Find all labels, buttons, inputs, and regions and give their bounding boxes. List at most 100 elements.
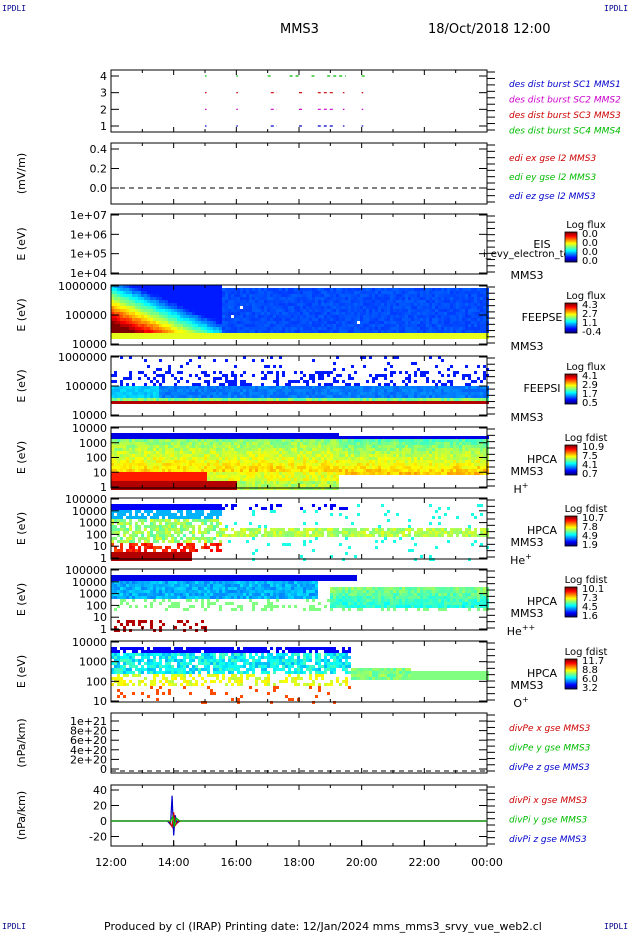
spectro-cell bbox=[315, 457, 318, 460]
spectro-cell bbox=[156, 389, 159, 392]
spectro-cell bbox=[162, 469, 165, 472]
spectro-cell bbox=[474, 395, 477, 398]
y-tick-label: 1e+07 bbox=[70, 209, 107, 222]
spectro-cell bbox=[297, 380, 300, 383]
spectro-cell bbox=[204, 392, 207, 395]
spectro-cell bbox=[234, 463, 237, 466]
spectro-cell bbox=[153, 294, 156, 297]
spectro-cell bbox=[465, 300, 468, 303]
spectro-cell bbox=[276, 463, 279, 466]
colorbar-cell bbox=[565, 378, 577, 380]
spectro-cell bbox=[150, 395, 153, 398]
spectro-cell bbox=[261, 306, 264, 309]
spectro-cell bbox=[249, 466, 252, 469]
spectro-cell bbox=[156, 454, 159, 457]
spectro-cell bbox=[267, 324, 270, 327]
spectro-cell bbox=[360, 291, 363, 294]
spectro-cell bbox=[153, 383, 156, 386]
spectro-cell bbox=[261, 386, 264, 389]
spectro-cell bbox=[342, 321, 345, 324]
spectro-cell bbox=[303, 481, 306, 484]
colorbar-cell bbox=[565, 241, 577, 243]
spectro-cell bbox=[177, 303, 180, 306]
spectro-cell bbox=[324, 445, 327, 448]
spectro-cell bbox=[153, 395, 156, 398]
spectro-cell bbox=[186, 451, 189, 454]
spectro-cell bbox=[153, 439, 156, 442]
spectro-cell bbox=[315, 333, 318, 336]
spectro-cell bbox=[300, 330, 303, 333]
spectro-cell bbox=[294, 309, 297, 312]
spectro-cell bbox=[318, 472, 321, 475]
spectro-cell bbox=[429, 312, 432, 315]
spectro-cell bbox=[336, 356, 339, 359]
spectro-cell bbox=[321, 433, 324, 436]
spectro-cell bbox=[402, 318, 405, 321]
spectro-cell bbox=[315, 436, 318, 439]
spectro-cell bbox=[114, 436, 117, 439]
spectro-cell bbox=[249, 457, 252, 460]
spectro-cell bbox=[291, 392, 294, 395]
spectro-cell bbox=[309, 442, 312, 445]
spectro-cell bbox=[261, 383, 264, 386]
spectro-cell bbox=[354, 303, 357, 306]
spectro-cell bbox=[276, 297, 279, 300]
spectro-cell bbox=[258, 315, 261, 318]
spectro-cell bbox=[384, 330, 387, 333]
spectro-cell bbox=[273, 460, 276, 463]
spectro-cell bbox=[261, 478, 264, 481]
spectro-cell bbox=[354, 297, 357, 300]
spectro-cell bbox=[159, 439, 162, 442]
spectro-cell bbox=[162, 445, 165, 448]
spectro-cell bbox=[195, 463, 198, 466]
spectro-cell bbox=[153, 333, 156, 336]
spectro-cell bbox=[327, 395, 330, 398]
spectro-cell bbox=[336, 300, 339, 303]
spectro-cell bbox=[282, 463, 285, 466]
spectro-cell bbox=[162, 389, 165, 392]
spectro-cell bbox=[333, 439, 336, 442]
spectro-cell bbox=[183, 324, 186, 327]
spectro-cell bbox=[204, 451, 207, 454]
spectro-cell bbox=[273, 297, 276, 300]
spectro-cell bbox=[279, 288, 282, 291]
spectro-cell bbox=[417, 303, 420, 306]
spectro-cell bbox=[159, 433, 162, 436]
spectro-cell bbox=[378, 324, 381, 327]
spectro-cell bbox=[213, 288, 216, 291]
spectro-cell bbox=[411, 294, 414, 297]
spectro-cell bbox=[207, 327, 210, 330]
spectro-cell bbox=[174, 288, 177, 291]
spectro-cell bbox=[153, 315, 156, 318]
spectro-cell bbox=[453, 312, 456, 315]
spectro-cell bbox=[462, 321, 465, 324]
spectro-cell bbox=[312, 433, 315, 436]
spectro-cell bbox=[147, 333, 150, 336]
spectro-cell bbox=[339, 451, 342, 454]
spectro-cell bbox=[180, 442, 183, 445]
spectro-cell bbox=[459, 309, 462, 312]
spectro-cell bbox=[273, 330, 276, 333]
spectro-cell bbox=[123, 436, 126, 439]
spectro-cell bbox=[378, 306, 381, 309]
spectro-cell bbox=[255, 481, 258, 484]
spectro-cell bbox=[327, 312, 330, 315]
spectro-cell bbox=[120, 478, 123, 481]
spectro-cell bbox=[366, 392, 369, 395]
spectro-cell bbox=[366, 291, 369, 294]
spectro-cell bbox=[393, 303, 396, 306]
spectro-cell bbox=[384, 306, 387, 309]
spectro-cell bbox=[441, 359, 444, 362]
spectro-cell bbox=[381, 297, 384, 300]
spectro-cell bbox=[465, 395, 468, 398]
spectro-cell bbox=[348, 445, 351, 448]
spectro-cell bbox=[306, 380, 309, 383]
spectro-cell bbox=[219, 451, 222, 454]
spectro-cell bbox=[411, 362, 414, 365]
spectro-cell bbox=[156, 398, 159, 401]
spectro-cell bbox=[168, 303, 171, 306]
spectro-cell bbox=[222, 288, 225, 291]
spectro-cell bbox=[189, 454, 192, 457]
spectro-cell bbox=[168, 451, 171, 454]
spectro-cell bbox=[384, 291, 387, 294]
